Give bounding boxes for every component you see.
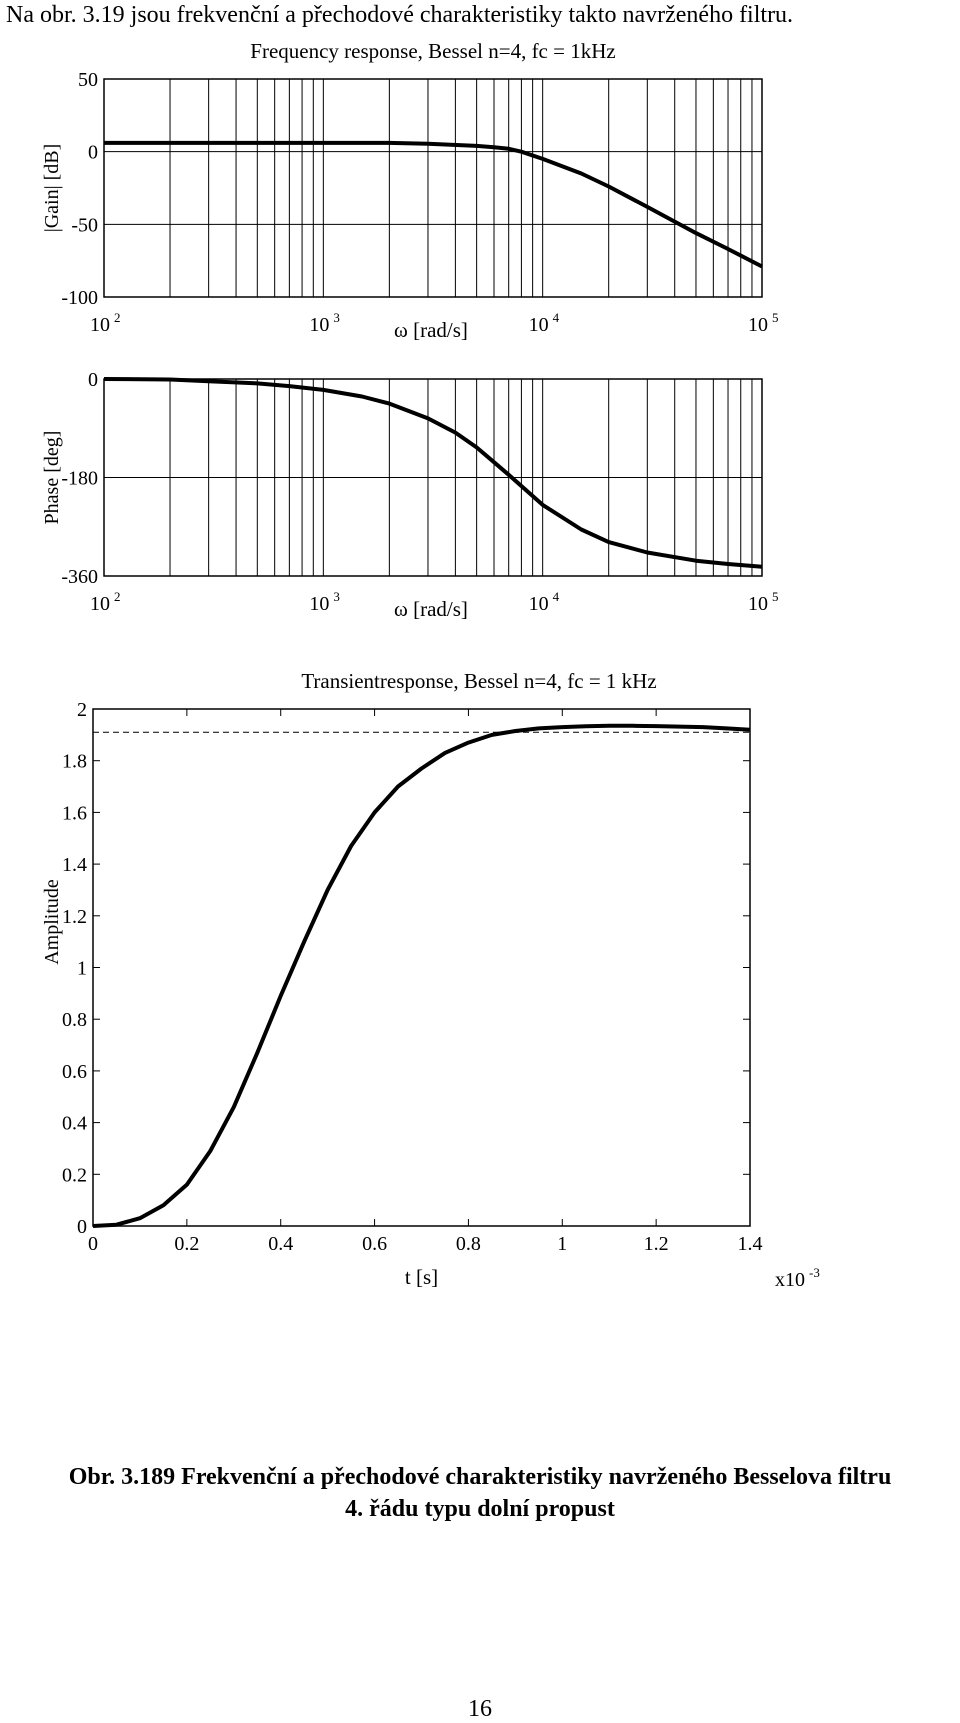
- x-axis-multiplier: x10 -3: [775, 1265, 820, 1291]
- page-number: 16: [468, 1696, 492, 1722]
- transient-chart: 0 0.2 0.4 0.6 0.8 1 1.2 1.4 1.6 1.8 2 0 0.2 0.4 0.6 0.8…: [41, 669, 820, 1291]
- x-tick-label: 10 3: [309, 310, 340, 336]
- y-tick-label: 1.4: [62, 854, 87, 876]
- series-line: [104, 140, 763, 269]
- x-tick-label: 0: [88, 1233, 98, 1255]
- x-tick-label: 0.6: [362, 1233, 387, 1255]
- intro-text: Na obr. 3.19 jsou frekvenční a přechodov…: [6, 2, 794, 28]
- y-axis-label: Phase [deg]: [41, 431, 63, 525]
- x-axis-label: ω [rad/s]: [394, 597, 468, 621]
- x-tick-label: 0.2: [174, 1233, 199, 1255]
- x-tick-label: 1.4: [738, 1233, 763, 1255]
- y-tick-label: 0.8: [62, 1009, 87, 1031]
- figure-caption-line-1: Obr. 3.189 Frekvenční a přechodové chara…: [68, 1464, 892, 1490]
- y-tick-label: 1.8: [62, 751, 87, 773]
- plot-frame: [103, 78, 763, 298]
- y-tick-label: 0.4: [62, 1113, 87, 1135]
- x-tick-label: 10 4: [529, 310, 560, 336]
- series-line: [92, 723, 751, 1228]
- y-tick-label: 1.2: [62, 906, 87, 928]
- y-tick-label: 1: [77, 958, 87, 980]
- x-tick-label: 10 4: [529, 589, 560, 615]
- x-tick-label: 10 5: [748, 589, 779, 615]
- y-tick-label: 2: [77, 699, 87, 721]
- plot-frame: [103, 378, 763, 577]
- y-tick-label: 0.2: [62, 1164, 87, 1186]
- y-tick-label: -100: [61, 287, 98, 309]
- chart-title: Frequency response, Bessel n=4, fc = 1kH…: [250, 39, 615, 63]
- y-tick-label: 0: [88, 142, 98, 164]
- figure-caption-line-2: 4. řádu typu dolní propust: [345, 1496, 615, 1522]
- x-tick-label: 0.4: [268, 1233, 293, 1255]
- y-tick-label: -360: [61, 566, 98, 588]
- x-axis-label: ω [rad/s]: [394, 318, 468, 342]
- x-tick-label: 1.2: [644, 1233, 669, 1255]
- x-tick-label: 1: [557, 1233, 567, 1255]
- y-tick-label: 0.6: [62, 1061, 87, 1083]
- x-tick-label: 10 5: [748, 310, 779, 336]
- y-tick-label: 50: [78, 69, 98, 91]
- y-tick-label: 0: [88, 369, 98, 391]
- y-tick-label: 1.6: [62, 802, 87, 824]
- x-tick-label: 10 3: [309, 589, 340, 615]
- chart-title: Transientresponse, Bessel n=4, fc = 1 kH…: [301, 669, 656, 693]
- plot-frame: [92, 708, 751, 1227]
- x-axis-label: t [s]: [405, 1265, 438, 1289]
- y-tick-label: 0: [77, 1216, 87, 1238]
- x-tick-label: 10 2: [90, 310, 121, 336]
- x-tick-label: 0.8: [456, 1233, 481, 1255]
- y-axis-label: Amplitude: [41, 879, 63, 965]
- series-line: [103, 377, 763, 569]
- y-tick-label: -50: [71, 214, 98, 236]
- x-tick-label: 10 2: [90, 589, 121, 615]
- y-tick-label: -180: [61, 468, 98, 490]
- y-axis-label: |Gain| [dB]: [41, 144, 63, 233]
